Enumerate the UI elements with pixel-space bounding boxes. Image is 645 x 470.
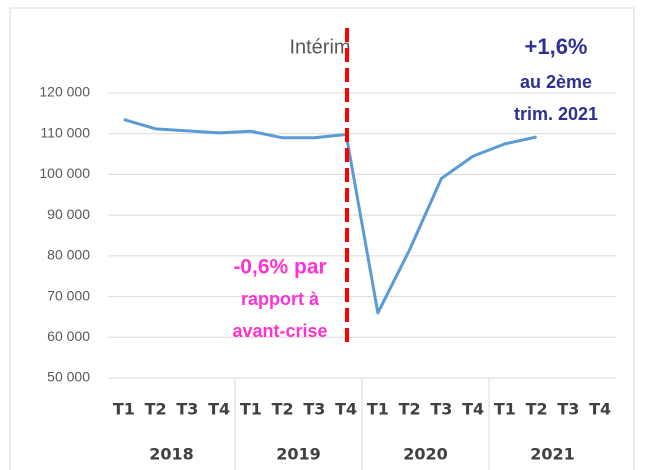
x-tick-label: T4 <box>335 400 357 419</box>
annotation: +1,6% <box>525 34 588 59</box>
y-tick-label: 70 000 <box>47 287 90 303</box>
data-line <box>123 118 537 315</box>
annotation: avant-crise <box>232 321 327 341</box>
x-tick-label: T1 <box>367 400 389 419</box>
x-group-label: 2019 <box>276 445 321 464</box>
annotation: rapport à <box>241 289 320 309</box>
x-tick-label: T2 <box>526 400 548 419</box>
chart-frame <box>9 7 635 470</box>
x-group-label: 2020 <box>403 445 448 464</box>
x-tick-label: T4 <box>589 400 611 419</box>
x-group-label: 2018 <box>149 445 194 464</box>
x-tick-label: T4 <box>462 400 484 419</box>
y-tick-label: 80 000 <box>47 247 90 263</box>
x-tick-label: T4 <box>208 400 230 419</box>
x-group-label: 2021 <box>530 445 575 464</box>
x-tick-label: T2 <box>399 400 421 419</box>
x-tick-label: T1 <box>240 400 262 419</box>
annotation: trim. 2021 <box>514 104 598 124</box>
x-tick-label: T1 <box>494 400 516 419</box>
y-tick-label: 100 000 <box>39 165 90 181</box>
y-tick-label: 110 000 <box>40 124 90 140</box>
y-tick-label: 60 000 <box>47 328 90 344</box>
x-tick-label: T3 <box>303 400 325 419</box>
y-tick-label: 90 000 <box>47 206 90 222</box>
y-tick-label: 50 000 <box>47 369 90 385</box>
x-tick-label: T2 <box>272 400 294 419</box>
y-tick-label: 120 000 <box>39 84 90 100</box>
annotation: -0,6% par <box>233 256 326 279</box>
x-tick-label: T3 <box>430 400 452 419</box>
x-tick-label: T1 <box>113 400 135 419</box>
chart-title: Intérim <box>289 36 350 58</box>
annotation: au 2ème <box>520 72 592 92</box>
x-tick-label: T3 <box>176 400 198 419</box>
x-tick-label: T3 <box>557 400 579 419</box>
x-tick-label: T2 <box>145 400 167 419</box>
